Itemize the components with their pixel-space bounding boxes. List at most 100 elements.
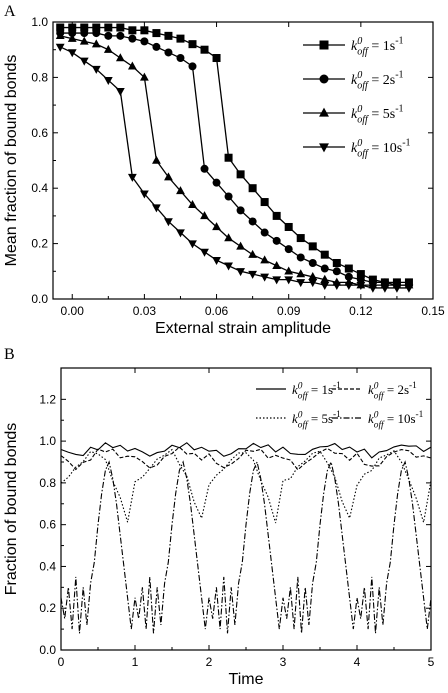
b-y-tick-label: 1.0 [39,434,56,448]
a-point-1 [248,217,257,226]
a-point-0 [212,54,221,63]
a-point-1 [212,178,221,187]
a-point-2 [188,200,197,209]
a-point-3 [200,248,209,257]
a-point-0 [224,153,233,162]
a-point-3 [188,240,197,249]
a-point-0 [248,184,257,193]
a-point-0 [176,34,185,43]
a-point-1 [116,31,125,40]
b-y-tick-label: 0.6 [39,518,56,532]
a-point-0 [272,211,281,220]
a-point-2 [67,33,77,42]
a-point-0 [140,26,149,35]
a-point-3 [392,284,402,293]
a-point-3 [356,281,366,290]
a-point-1 [320,264,329,273]
a-point-2 [236,241,245,250]
a-legend-item-2: k0 off = 5s-1 [303,104,404,126]
legend-label-3: k0 off = 10s-1 [351,138,411,160]
a-y-tick-label: 0.8 [31,70,48,84]
b-series-line-0 [60,442,432,459]
a-point-1 [140,37,149,46]
a-point-0 [92,23,101,32]
a-point-2 [212,222,221,231]
a-point-3 [296,279,306,288]
a-legend-item-1: k0 off = 2s-1 [303,70,404,92]
a-point-3 [103,76,113,85]
a-point-1 [68,29,77,38]
a-point-0 [56,23,65,32]
a-point-1 [188,62,197,71]
b-x-axis-label: Time [229,671,264,688]
a-point-1 [308,258,317,267]
a-point-3 [164,218,173,227]
a-legend-marker-3 [319,143,329,153]
a-x-tick-label: 0.12 [349,304,373,318]
a-x-tick-label: 0.06 [205,304,229,318]
a-point-3 [115,88,125,97]
a-legend-item-3: k0 off = 10s-1 [303,138,411,160]
a-point-3 [248,270,258,279]
a-legend-marker-1 [319,74,329,84]
a-point-1 [260,228,269,237]
a-point-1 [236,206,245,215]
a-point-2 [164,172,173,181]
a-y-tick-label: 1.0 [31,15,48,29]
a-point-3 [79,57,89,66]
b-x-tick-label: 0 [58,655,65,669]
b-series-line-1 [60,446,432,471]
a-point-1 [332,267,341,276]
panel-a-label: A [4,3,16,20]
b-x-tick-label: 1 [132,655,139,669]
a-point-3 [212,257,221,266]
a-point-3 [127,173,137,182]
a-point-3 [368,284,378,293]
b-x-tick-label: 4 [354,655,361,669]
a-point-1 [344,272,353,281]
a-point-2 [79,36,89,45]
a-legend-marker-2 [319,107,329,117]
b-y-tick-label: 0.2 [39,601,56,615]
a-x-axis-label: External strain amplitude [155,320,331,337]
a-point-0 [200,45,209,54]
b-y-tick-label: 0.4 [39,559,56,573]
a-point-2 [103,44,113,53]
legend-label-2: k0 off = 5s-1 [292,410,341,430]
a-point-2 [308,272,318,281]
a-point-2 [320,274,330,283]
a-point-1 [104,31,113,40]
a-point-1 [164,48,173,57]
a-point-1 [80,29,89,38]
a-point-3 [67,49,77,58]
a-legend-marker-0 [319,40,329,50]
b-legend-item-3: k0 off = 10s-1 [332,410,424,430]
a-point-2 [176,186,185,195]
a-point-3 [176,229,185,238]
a-point-2 [139,72,149,81]
a-point-0 [284,222,293,231]
b-y-tick-label: 0.8 [39,476,56,490]
a-point-2 [260,255,270,264]
a-point-2 [152,155,161,164]
a-point-2 [55,31,65,40]
legend-label-1: k0 off = 2s-1 [368,381,417,401]
a-point-0 [188,40,197,49]
a-point-1 [200,164,209,173]
a-point-0 [68,23,77,32]
a-point-1 [272,236,281,245]
a-point-0 [356,270,365,279]
legend-label-0: k0 off = 1s-1 [292,381,341,401]
a-plot-frame [52,21,434,300]
panel-b: Bk0 off = 1s-1 k0 off = 2s-1 k0 off = 5s-1 k0 o… [3,346,435,688]
b-legend-item-2: k0 off = 5s-1 [256,410,341,430]
legend-label-0: k0 off = 1s-1 [351,36,404,58]
a-point-1 [128,34,137,43]
a-legend-item-0: k0 off = 1s-1 [303,36,404,58]
a-point-2 [296,269,306,278]
a-point-2 [200,211,209,220]
a-x-tick-label: 0.00 [61,304,85,318]
a-point-2 [284,266,294,275]
a-x-tick-label: 0.15 [421,304,445,318]
